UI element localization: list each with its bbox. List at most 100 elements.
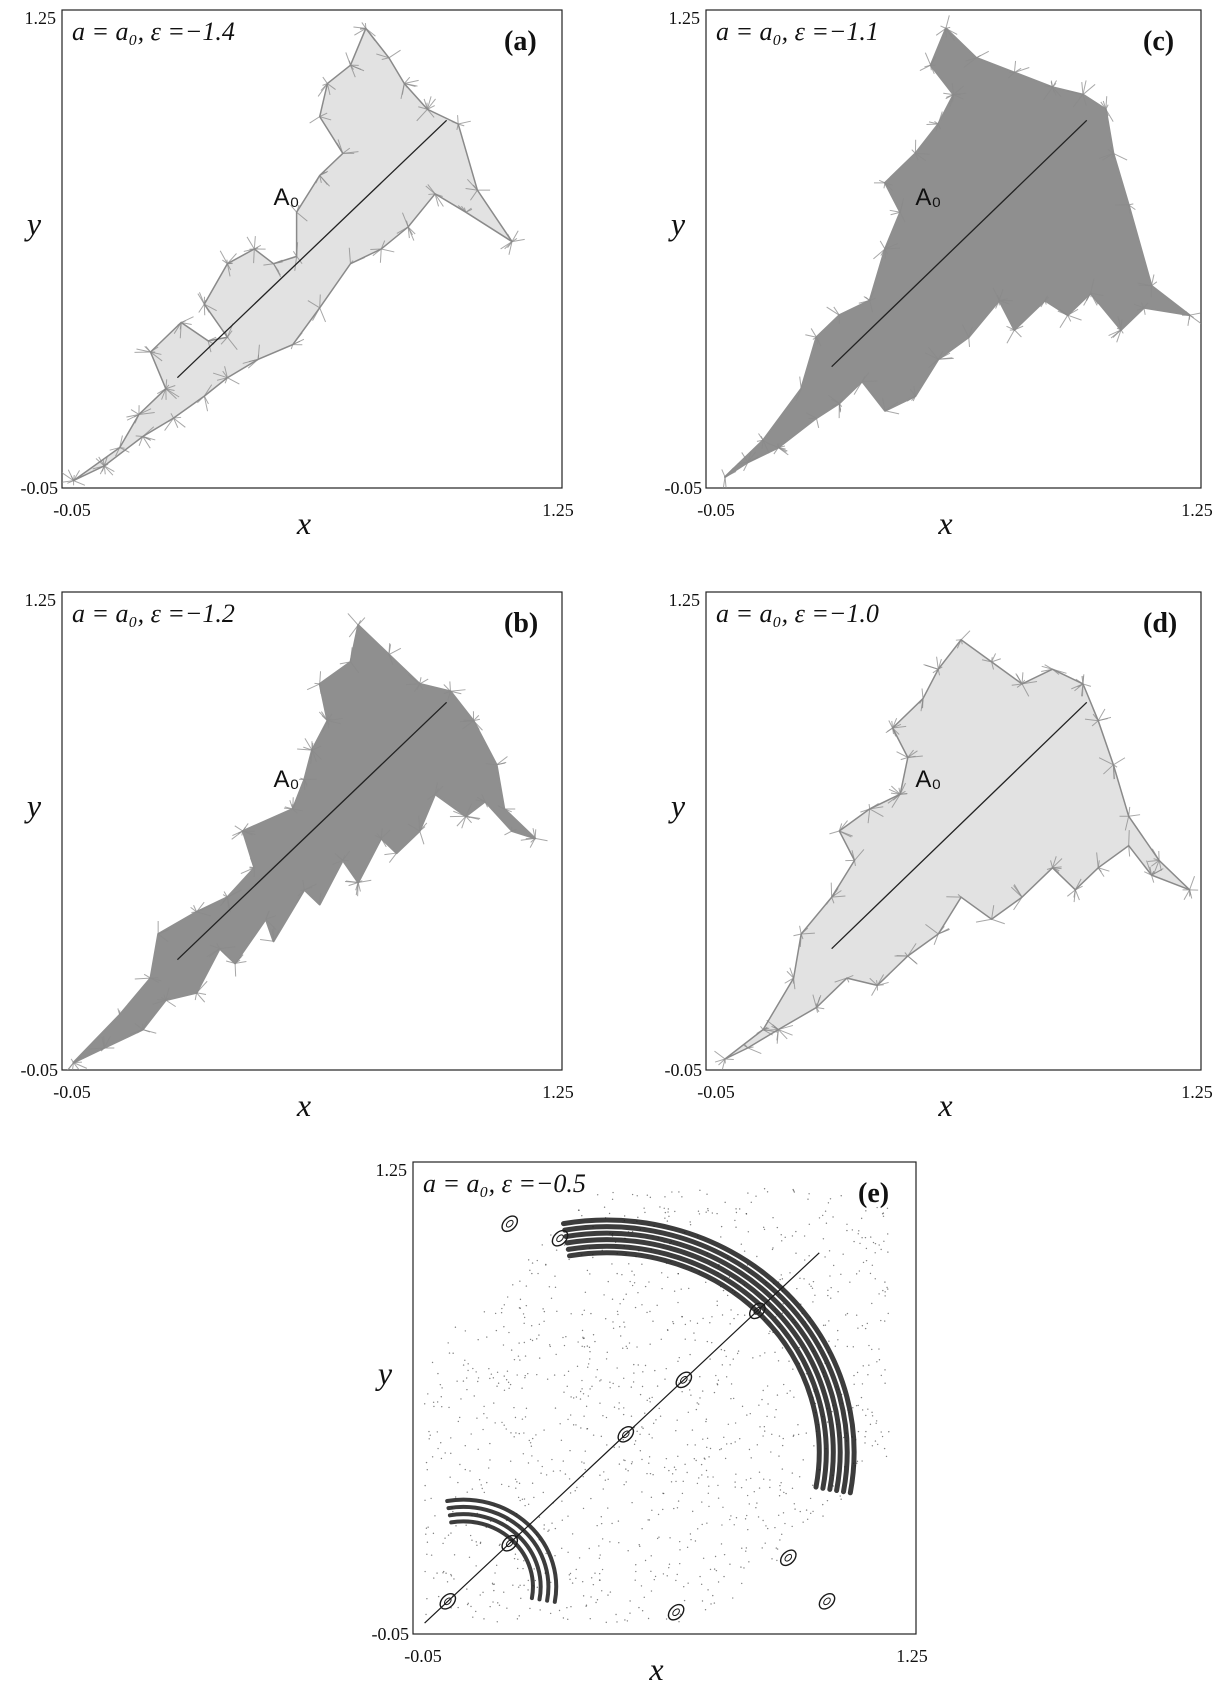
chaotic-point: [598, 1573, 601, 1575]
attractor-fringe: [935, 123, 939, 132]
attractor-fringe: [234, 961, 247, 964]
chaotic-point: [812, 1484, 814, 1486]
chaotic-point: [713, 1568, 716, 1570]
chaotic-point: [732, 1358, 734, 1360]
chaotic-point: [707, 1476, 709, 1478]
attractor-fringe: [226, 263, 231, 277]
chaotic-point: [717, 1271, 719, 1274]
attractor-fringe: [326, 713, 333, 721]
attractor-fringe: [899, 782, 906, 795]
attractor-fringe: [1128, 816, 1138, 829]
attractor-fringe: [773, 447, 779, 455]
chaotic-point: [590, 1312, 592, 1315]
chaotic-point: [825, 1448, 827, 1450]
chaotic-point: [808, 1193, 810, 1195]
chaotic-point: [436, 1401, 439, 1403]
chaotic-point: [434, 1515, 436, 1517]
attractor-fringe: [903, 955, 909, 961]
chaotic-point: [668, 1215, 670, 1218]
chaotic-point: [818, 1217, 821, 1219]
chaotic-point: [712, 1476, 714, 1478]
invariant-band: [563, 1230, 843, 1493]
chaotic-point: [608, 1212, 611, 1215]
attractor-fringe: [784, 977, 794, 984]
attractor-fringe: [520, 837, 536, 841]
attractor-fringe: [203, 384, 213, 397]
chaotic-point: [462, 1380, 465, 1382]
chaotic-point: [729, 1563, 731, 1565]
chaotic-point: [796, 1287, 798, 1290]
attractor-fringe: [290, 344, 294, 350]
attractor-fringe: [724, 470, 737, 478]
attractor-fringe: [1140, 302, 1145, 309]
attractor-fringe: [342, 147, 351, 154]
chaotic-point: [527, 1462, 530, 1464]
chaotic-point: [837, 1388, 840, 1391]
chaotic-point: [570, 1313, 572, 1315]
attractor-fringe: [952, 94, 954, 103]
chaotic-point: [525, 1285, 528, 1287]
chaotic-point: [679, 1613, 682, 1616]
attractor-fringe: [388, 647, 402, 655]
chaotic-point: [709, 1322, 711, 1324]
chaotic-point: [887, 1312, 889, 1315]
attractor-fringe: [1013, 896, 1023, 911]
y-axis-label: y: [668, 788, 686, 824]
chaotic-point: [442, 1572, 444, 1574]
attractor-fringe: [223, 891, 228, 898]
chaotic-point: [631, 1461, 633, 1463]
chaotic-point: [811, 1287, 814, 1289]
chaotic-point: [859, 1242, 861, 1245]
chaotic-point: [715, 1374, 717, 1377]
chaotic-point: [725, 1443, 728, 1445]
chaotic-point: [622, 1413, 625, 1416]
chaotic-point: [880, 1248, 882, 1251]
attractor-fringe: [396, 226, 409, 234]
chaotic-point: [577, 1341, 579, 1343]
chaotic-point: [762, 1435, 764, 1437]
attractor-fringe: [225, 331, 228, 338]
attractor-fringe: [976, 50, 989, 59]
attractor-fringe: [284, 806, 293, 810]
chaotic-point: [874, 1440, 877, 1442]
chaotic-point: [559, 1423, 561, 1425]
chaotic-point: [635, 1570, 637, 1573]
chaotic-point: [673, 1290, 676, 1292]
chaotic-point: [822, 1515, 824, 1517]
chaotic-point: [735, 1517, 738, 1519]
attractor-fringe: [1090, 292, 1099, 305]
chaotic-point: [424, 1499, 426, 1502]
attractor-fringe: [400, 83, 405, 100]
chaotic-point: [837, 1291, 839, 1293]
chaotic-point: [473, 1395, 475, 1397]
attractor-fringe: [332, 859, 343, 865]
chaotic-point: [634, 1440, 637, 1442]
attractor-fringe: [869, 808, 884, 818]
chaotic-point: [424, 1570, 426, 1573]
chaotic-point: [730, 1383, 733, 1385]
chaotic-point: [822, 1503, 824, 1506]
attractor-fringe: [1124, 816, 1130, 831]
chaotic-point: [701, 1501, 703, 1503]
chaotic-point: [518, 1432, 520, 1435]
attractor-fringe: [1050, 860, 1053, 868]
attractor-fringe: [873, 248, 886, 260]
chaotic-point: [631, 1230, 634, 1233]
chaotic-point: [779, 1539, 781, 1541]
chaotic-point: [864, 1236, 867, 1239]
chaotic-point: [641, 1528, 643, 1530]
chaotic-point: [828, 1340, 830, 1342]
chaotic-point: [707, 1208, 709, 1210]
attractor-fringe: [991, 918, 1005, 925]
chaotic-point: [536, 1586, 539, 1589]
attractor-fringe: [426, 108, 435, 118]
chaotic-point: [446, 1581, 449, 1583]
chaotic-point: [708, 1456, 710, 1458]
chaotic-point: [792, 1188, 794, 1191]
chaotic-point: [636, 1346, 638, 1348]
chaotic-point: [590, 1497, 592, 1500]
chaotic-point: [479, 1542, 482, 1545]
chaotic-point: [550, 1297, 553, 1300]
chaotic-point: [477, 1380, 479, 1383]
